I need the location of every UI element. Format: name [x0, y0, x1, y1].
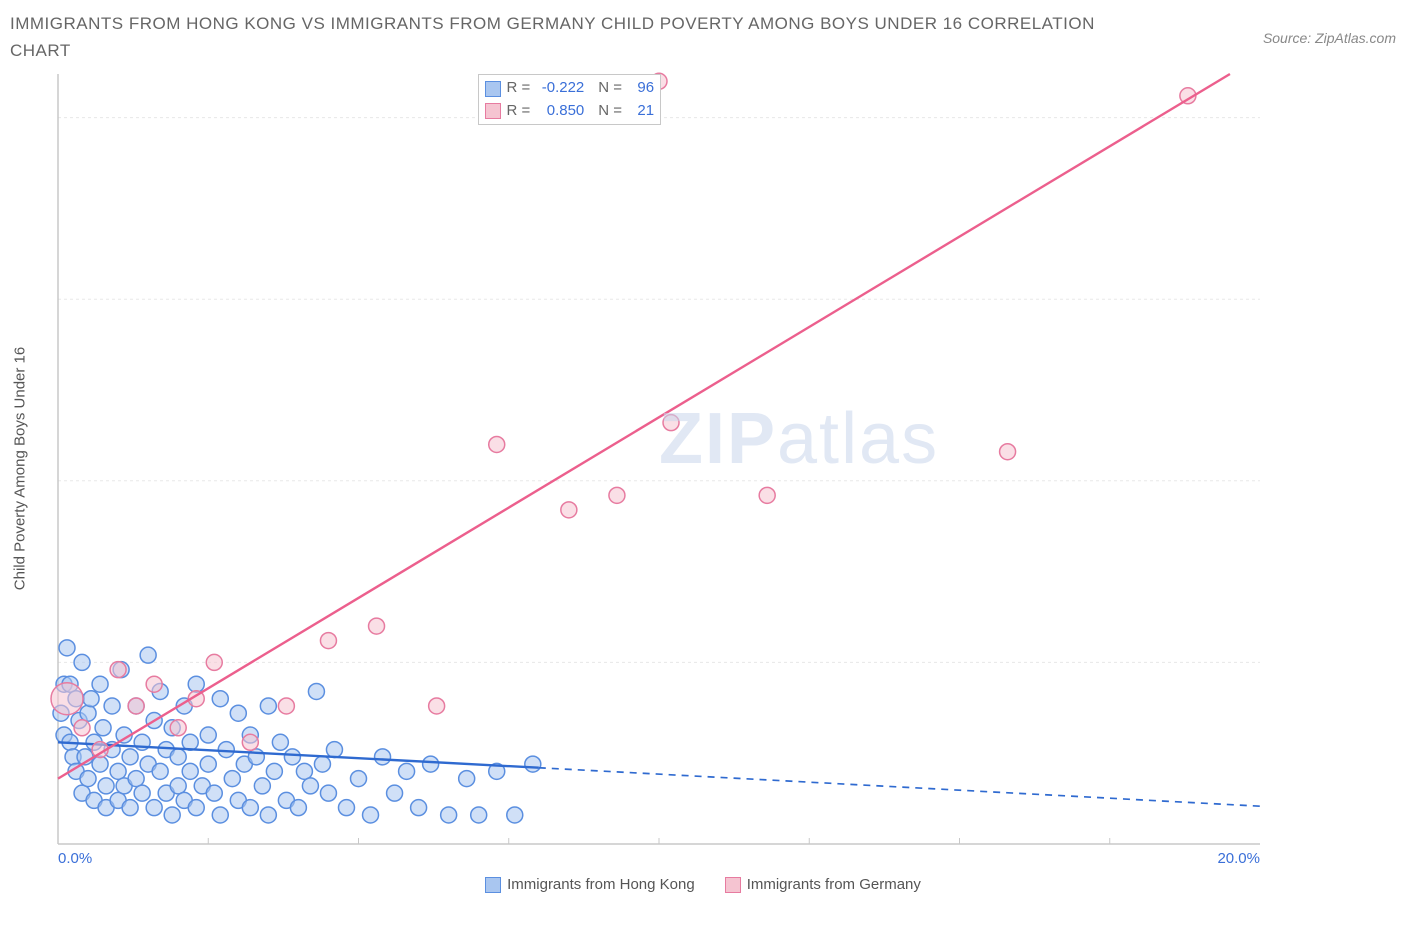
y-tick-labels: 25.0%50.0%75.0%100.0%	[1396, 70, 1406, 850]
r-label: R =	[507, 100, 531, 123]
scatter-chart	[50, 70, 1340, 850]
chart-title: IMMIGRANTS FROM HONG KONG VS IMMIGRANTS …	[10, 10, 1110, 64]
legend: Immigrants from Hong Kong Immigrants from…	[10, 876, 1396, 893]
correlation-stats-box: R =-0.222 N = 96 R =0.850 N = 21	[478, 74, 662, 125]
legend-label: Immigrants from Germany	[747, 876, 921, 893]
x-tick: 0.0%	[58, 850, 92, 867]
n-value: 21	[628, 100, 654, 123]
n-label: N =	[598, 77, 622, 100]
n-label: N =	[598, 100, 622, 123]
legend-item: Immigrants from Germany	[725, 876, 921, 893]
legend-item: Immigrants from Hong Kong	[485, 876, 695, 893]
r-value: -0.222	[536, 77, 584, 100]
source-attribution: Source: ZipAtlas.com	[1263, 30, 1396, 46]
x-tick-labels: 0.0% 20.0%	[50, 850, 1340, 872]
y-axis-label: Child Poverty Among Boys Under 16	[12, 347, 29, 590]
legend-swatch	[485, 877, 501, 893]
n-value: 96	[628, 77, 654, 100]
stats-row: R =0.850 N = 21	[485, 100, 655, 123]
stats-row: R =-0.222 N = 96	[485, 77, 655, 100]
chart-area: Child Poverty Among Boys Under 16 25.0%5…	[50, 70, 1386, 850]
legend-label: Immigrants from Hong Kong	[507, 876, 695, 893]
chart-header: IMMIGRANTS FROM HONG KONG VS IMMIGRANTS …	[10, 10, 1396, 64]
x-tick: 20.0%	[1217, 850, 1260, 867]
stats-swatch	[485, 103, 501, 119]
legend-swatch	[725, 877, 741, 893]
r-label: R =	[507, 77, 531, 100]
r-value: 0.850	[536, 100, 584, 123]
stats-swatch	[485, 81, 501, 97]
